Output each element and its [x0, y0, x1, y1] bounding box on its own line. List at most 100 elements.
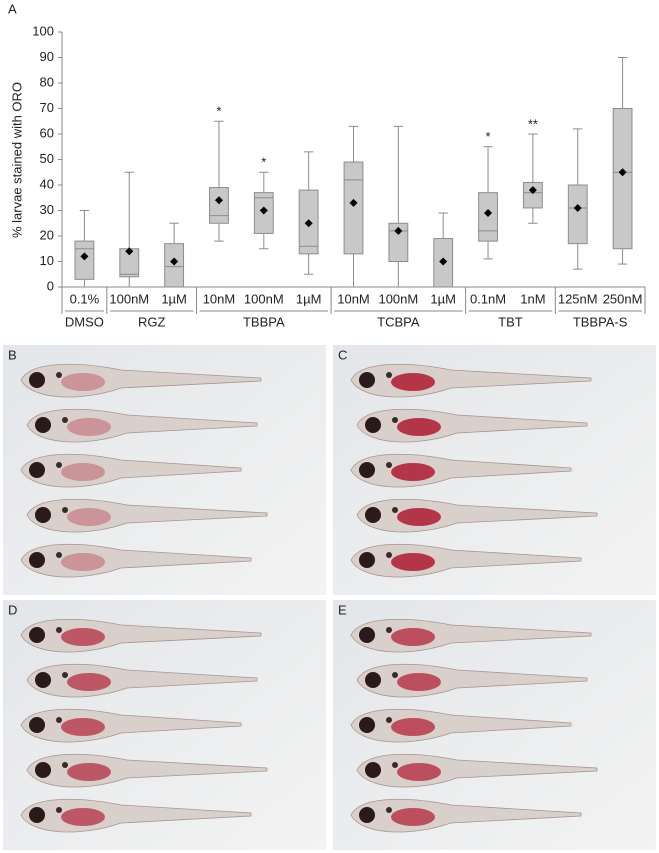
mean-marker [170, 257, 179, 266]
x-tick-label: 1µM [430, 291, 456, 306]
larva-yolk [67, 418, 111, 436]
x-tick-label: 1µM [161, 291, 187, 306]
larva-eye [365, 417, 381, 433]
larva-otic [392, 672, 398, 678]
box [612, 108, 633, 250]
y-tick-label: 90 [40, 49, 54, 64]
larva-otic [386, 372, 392, 378]
larva-eye [29, 717, 45, 733]
panel-label: D [8, 602, 17, 617]
larva-eye [35, 507, 51, 523]
mean-marker [573, 203, 582, 212]
larva-otic [392, 762, 398, 768]
mean-marker [528, 186, 537, 195]
x-tick-label: 250nM [603, 291, 643, 306]
larva-yolk [61, 373, 105, 391]
mean-marker [125, 247, 134, 256]
larva-eye [29, 552, 45, 568]
larva-yolk [391, 553, 435, 571]
larva-eye [359, 462, 375, 478]
group-label: RGZ [138, 314, 166, 329]
larva-eye [29, 627, 45, 643]
larva-otic [386, 462, 392, 468]
larva-yolk [397, 763, 441, 781]
mean-marker [394, 226, 403, 235]
larva-yolk [67, 508, 111, 526]
larva-eye [29, 372, 45, 388]
panel-label: C [338, 347, 347, 362]
group-label: TBT [498, 314, 523, 329]
larva-body [20, 453, 242, 488]
x-tick-label: 100nM [378, 291, 418, 306]
larva-yolk [67, 673, 111, 691]
larva-eye [359, 717, 375, 733]
x-tick-label: 100nM [109, 291, 149, 306]
y-tick-label: 100 [32, 23, 54, 38]
larva-otic [56, 372, 62, 378]
larva-eye [359, 807, 375, 823]
larva-eye [359, 372, 375, 388]
y-axis-label: % larvae stained with ORO [9, 82, 24, 238]
mean-marker [484, 209, 493, 218]
larva-yolk [67, 763, 111, 781]
panel-label: E [338, 602, 347, 617]
larva-body [26, 408, 258, 443]
mean-marker [618, 168, 627, 177]
y-tick-label: 50 [40, 151, 54, 166]
larva-eye [359, 552, 375, 568]
larva-otic [392, 417, 398, 423]
mean-marker [80, 252, 89, 261]
larva-otic [62, 417, 68, 423]
larva-yolk [391, 808, 435, 826]
larva-eye [359, 627, 375, 643]
x-tick-label: 10nM [203, 291, 236, 306]
larva-otic [386, 552, 392, 558]
larva-yolk [391, 718, 435, 736]
larva-body [26, 498, 268, 533]
panel-label: B [8, 347, 17, 362]
y-tick-label: 10 [40, 253, 54, 268]
larva-otic [62, 507, 68, 513]
larva-otic [386, 807, 392, 813]
larva-otic [56, 717, 62, 723]
y-tick-label: 20 [40, 227, 54, 242]
larva-yolk [61, 553, 105, 571]
mean-marker [349, 198, 358, 207]
larva-eye [29, 462, 45, 478]
group-label: TCBPA [377, 314, 420, 329]
larva-otic [56, 462, 62, 468]
larva-otic [392, 507, 398, 513]
box [388, 222, 409, 262]
larva-eye [35, 762, 51, 778]
group-label: TBBPA [243, 314, 285, 329]
larva-eye [365, 507, 381, 523]
y-tick-label: 40 [40, 176, 54, 191]
larva-otic [62, 762, 68, 768]
larva-yolk [397, 418, 441, 436]
larva-otic [62, 672, 68, 678]
larva-yolk [391, 628, 435, 646]
y-tick-label: 60 [40, 125, 54, 140]
mean-marker [439, 257, 448, 266]
group-label: TBBPA-S [573, 314, 628, 329]
larva-otic [56, 627, 62, 633]
significance: * [486, 129, 491, 144]
box [209, 187, 229, 224]
larva-body [20, 543, 252, 578]
mean-marker [259, 206, 268, 215]
significance: * [216, 104, 221, 119]
group-label: DMSO [65, 314, 104, 329]
larva-yolk [61, 628, 105, 646]
larva-eye [29, 807, 45, 823]
x-tick-label: 0.1% [70, 291, 100, 306]
larva-yolk [391, 463, 435, 481]
larva-otic [386, 717, 392, 723]
larva-yolk [397, 673, 441, 691]
mean-marker [304, 219, 313, 228]
x-tick-label: 0.1nM [470, 291, 506, 306]
larva-eye [35, 672, 51, 688]
box [567, 184, 588, 245]
x-tick-label: 125nM [558, 291, 598, 306]
x-tick-label: 1µM [296, 291, 322, 306]
